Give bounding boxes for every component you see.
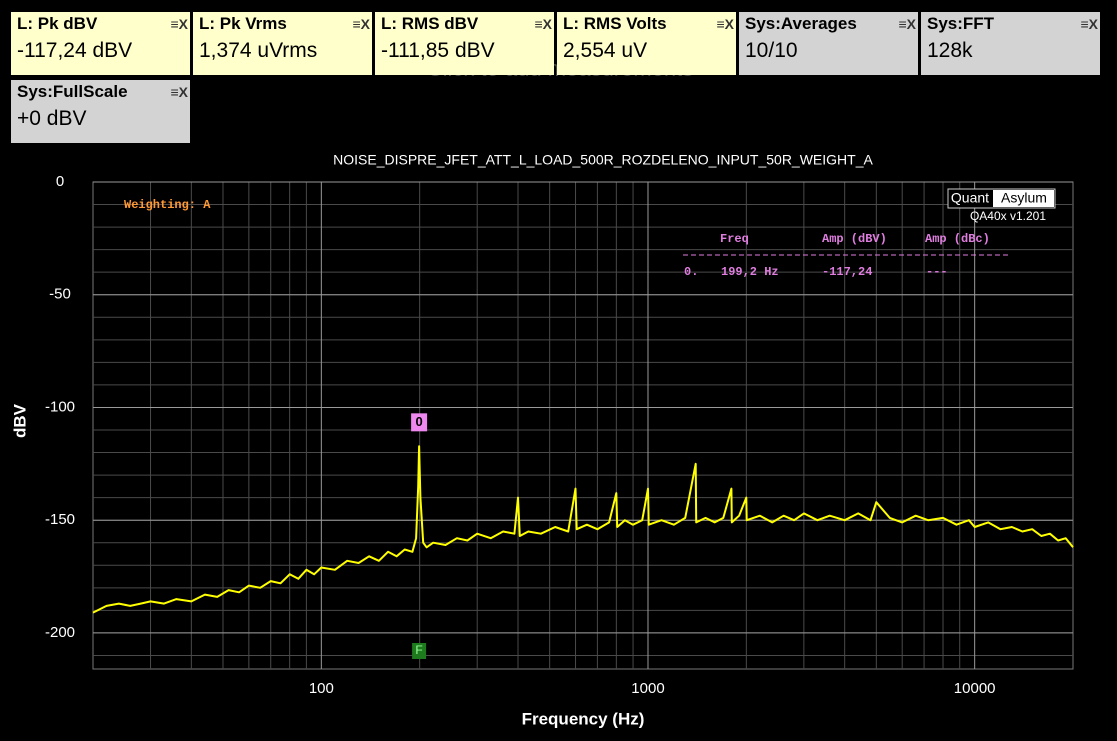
measurement-panel[interactable]: L: RMS dBV ≡X -111,85 dBV bbox=[375, 12, 554, 75]
x-tick-label: 10000 bbox=[954, 680, 996, 697]
weighting-label: Weighting: A bbox=[124, 198, 211, 212]
panel-title: L: Pk Vrms bbox=[199, 14, 287, 33]
y-tick-label: -50 bbox=[49, 286, 71, 303]
panel-icons[interactable]: ≡X bbox=[1080, 16, 1098, 32]
fundamental-label: F bbox=[415, 643, 422, 657]
x-axis-label: Frequency (Hz) bbox=[522, 709, 645, 728]
table-header: Amp (dBV) bbox=[822, 232, 887, 246]
panel-icons[interactable]: ≡X bbox=[352, 16, 370, 32]
panel-icons[interactable]: ≡X bbox=[898, 16, 916, 32]
y-tick-label: -200 bbox=[45, 624, 75, 641]
table-header: Freq bbox=[720, 232, 749, 246]
table-cell: 0. bbox=[684, 265, 698, 279]
marker-box bbox=[411, 413, 428, 432]
logo-box-right bbox=[993, 190, 1054, 207]
panel-value: 10/10 bbox=[745, 39, 798, 62]
y-axis-label: dBV bbox=[10, 403, 29, 438]
panel-value: 1,374 uVrms bbox=[199, 39, 318, 62]
panel-title: Sys:FFT bbox=[927, 14, 995, 33]
version: QA40x v1.201 bbox=[970, 209, 1046, 223]
measurement-panel[interactable]: L: RMS Volts ≡X 2,554 uV bbox=[557, 12, 736, 75]
spectrum-line bbox=[92, 445, 1074, 614]
chart-title: NOISE_DISPRE_JFET_ATT_L_LOAD_500R_ROZDEL… bbox=[333, 152, 873, 168]
logo-box bbox=[947, 188, 1056, 209]
table-cell: --- bbox=[926, 265, 948, 279]
fundamental-box bbox=[412, 643, 427, 659]
panel-title: Sys:Averages bbox=[745, 14, 857, 33]
table-header: Amp (dBc) bbox=[925, 232, 990, 246]
panel-value: +0 dBV bbox=[17, 107, 87, 130]
panel-icons[interactable]: ≡X bbox=[170, 84, 188, 100]
measurement-panel[interactable]: Sys:FFT ≡X 128k bbox=[921, 12, 1100, 75]
panel-value: -111,85 dBV bbox=[381, 39, 495, 62]
measurement-panel[interactable]: L: Pk dBV ≡X -117,24 dBV bbox=[11, 12, 190, 75]
panel-icons[interactable]: ≡X bbox=[170, 16, 188, 32]
panel-value: 128k bbox=[927, 39, 973, 62]
y-tick-label: -150 bbox=[45, 511, 75, 528]
measurement-panel[interactable]: Sys:Averages ≡X 10/10 bbox=[739, 12, 918, 75]
panel-title: L: RMS dBV bbox=[381, 14, 479, 33]
marker-label: 0 bbox=[415, 414, 422, 429]
panel-icons[interactable]: ≡X bbox=[716, 16, 734, 32]
plot-area bbox=[92, 181, 1074, 670]
logo-left: Quant bbox=[951, 190, 989, 206]
table-cell: -117,24 bbox=[822, 265, 872, 279]
panel-icons[interactable]: ≡X bbox=[534, 16, 552, 32]
panel-title: L: RMS Volts bbox=[563, 14, 667, 33]
x-tick-label: 1000 bbox=[631, 680, 664, 697]
y-tick-label: 0 bbox=[56, 173, 64, 190]
y-tick-label: -100 bbox=[45, 398, 75, 415]
measurement-panel[interactable]: L: Pk Vrms ≡X 1,374 uVrms bbox=[193, 12, 372, 75]
measurement-panel[interactable]: Sys:FullScale ≡X +0 dBV bbox=[11, 80, 190, 143]
panel-value: -117,24 dBV bbox=[17, 39, 133, 62]
table-cell: 199,2 Hz bbox=[721, 265, 779, 279]
panel-value: 2,554 uV bbox=[563, 39, 648, 62]
x-tick-label: 100 bbox=[309, 680, 334, 697]
panel-title: Sys:FullScale bbox=[17, 82, 128, 101]
logo-right: Asylum bbox=[1001, 190, 1047, 206]
panel-title: L: Pk dBV bbox=[17, 14, 98, 33]
